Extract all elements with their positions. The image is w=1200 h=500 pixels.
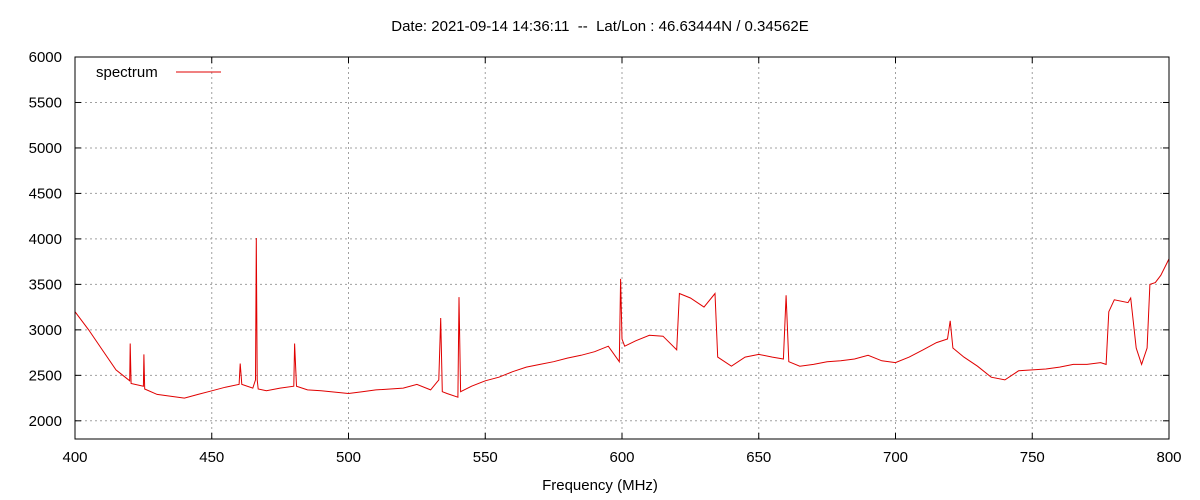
x-tick-label: 650 [746,449,771,466]
y-tick-label: 2500 [29,367,62,384]
y-tick-label: 2000 [29,413,62,430]
legend-label: spectrum [96,64,158,81]
legend: spectrum [96,64,221,81]
grid [75,57,1169,439]
y-tick-label: 5500 [29,94,62,111]
x-tick-label: 750 [1020,449,1045,466]
series-layer [74,237,1170,399]
chart-title: Date: 2021-09-14 14:36:11 -- Lat/Lon : 4… [391,18,809,35]
x-tick-label: 550 [473,449,498,466]
y-tick-label: 4000 [29,231,62,248]
x-tick-label: 500 [336,449,361,466]
x-tick-label: 700 [883,449,908,466]
x-tick-label: 400 [62,449,87,466]
y-tick-label: 4500 [29,185,62,202]
y-tick-label: 3500 [29,276,62,293]
y-tick-label: 3000 [29,322,62,339]
y-tick-label: 5000 [29,140,62,157]
plot-border [74,56,1170,440]
y-tick-label: 6000 [29,49,62,66]
tick-labels: 400 450 500 550 600 650 700 750 800 2000 2500 3000 3… [29,49,1182,466]
x-tick-label: 450 [199,449,224,466]
x-tick-label: 800 [1156,449,1181,466]
series-line-0 [74,237,1170,399]
x-axis-label: Frequency (MHz) [542,477,658,494]
x-tick-label: 600 [609,449,634,466]
